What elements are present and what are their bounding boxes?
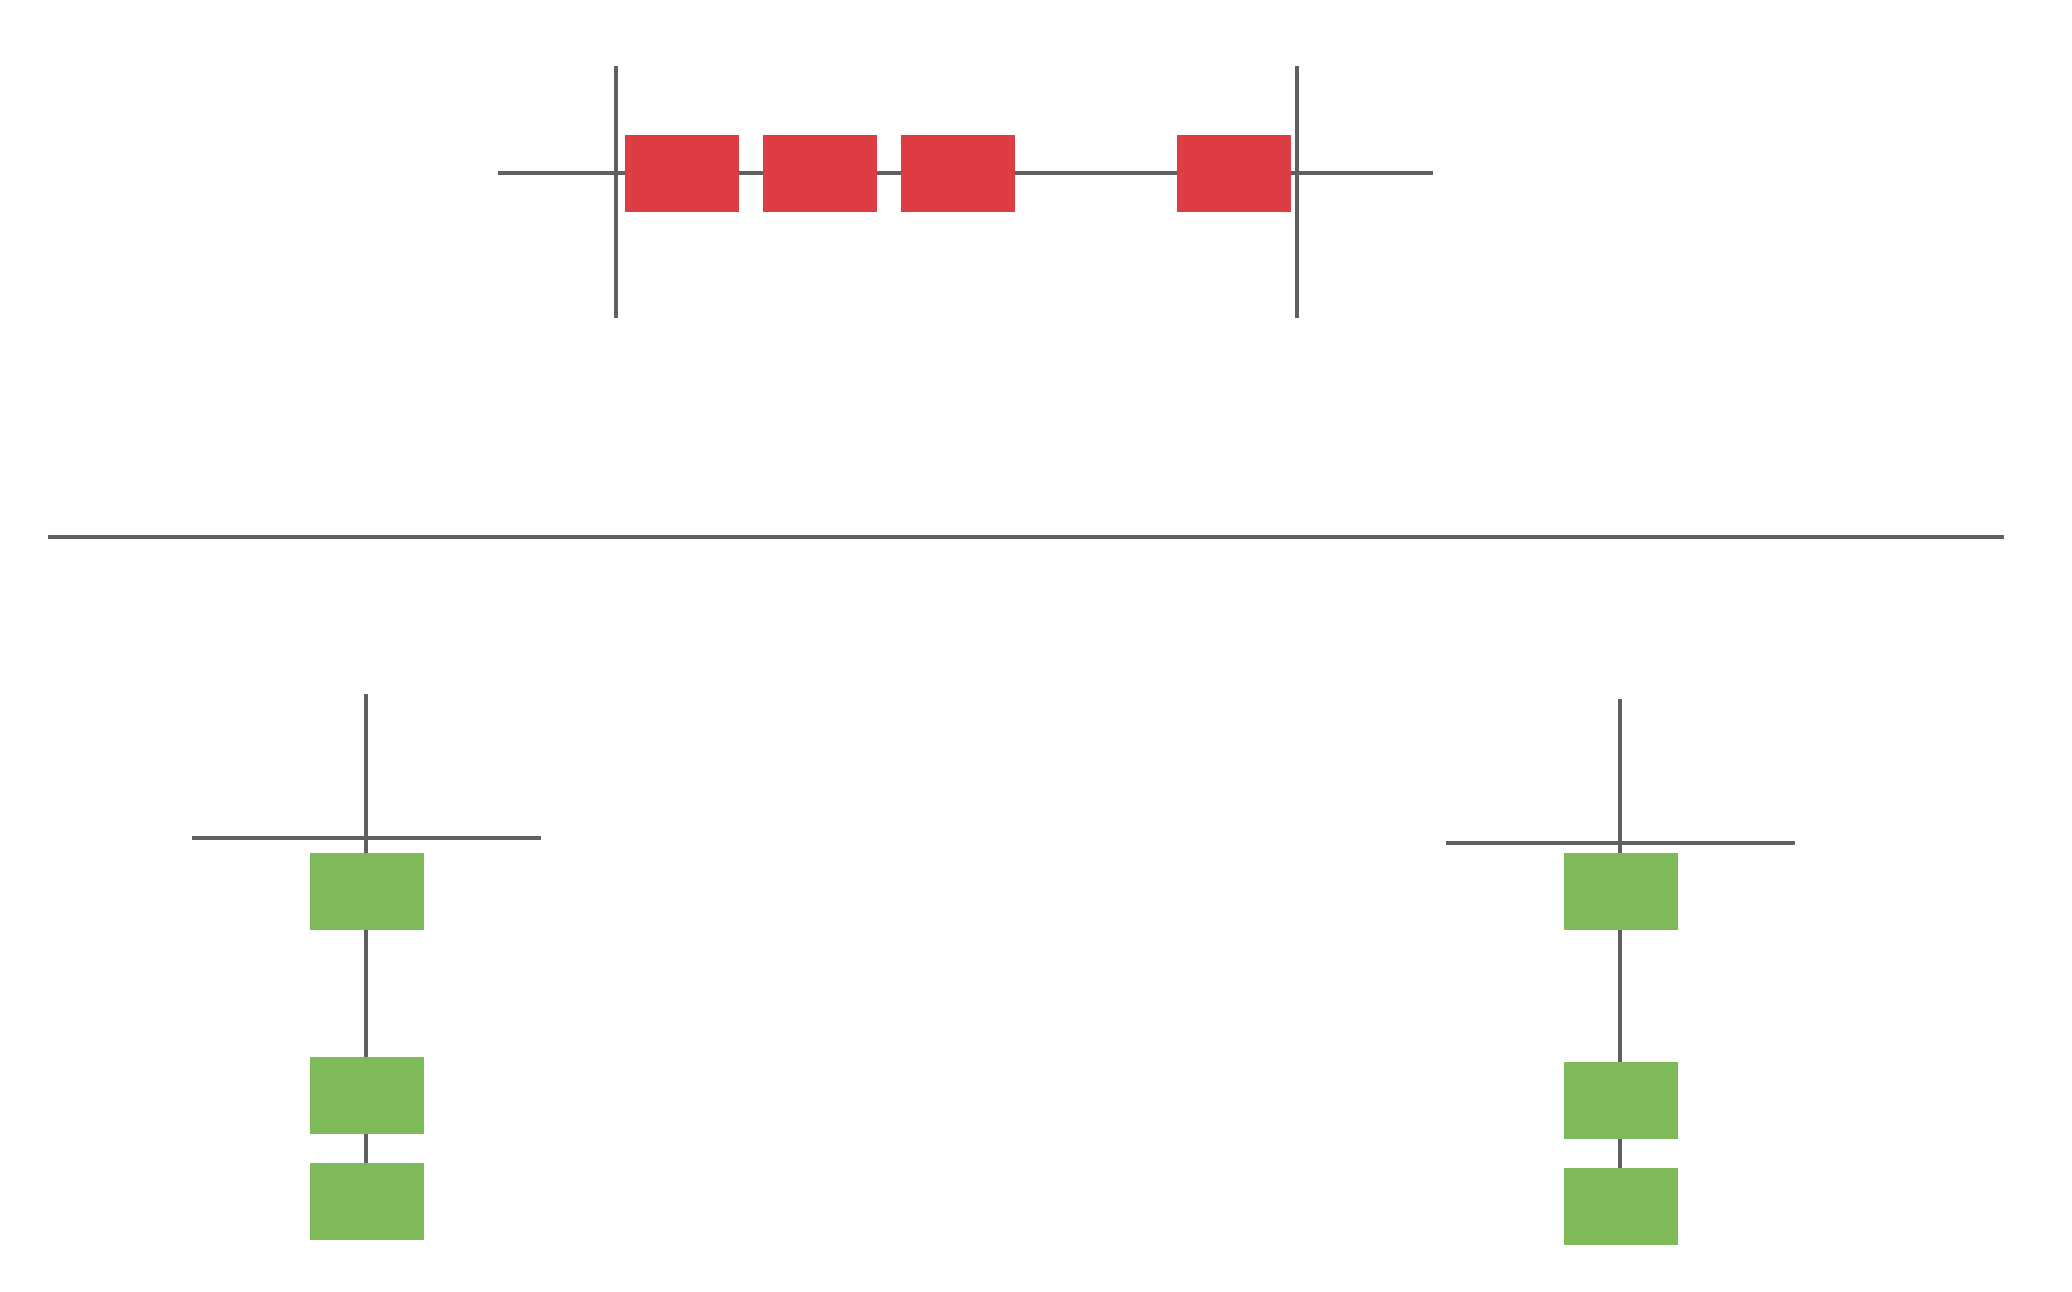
- top-horizontal-group: [498, 66, 1433, 318]
- green-block-right-1: [1564, 853, 1678, 930]
- green-block-left-2: [310, 1057, 424, 1134]
- green-block-left-1: [310, 853, 424, 930]
- green-block-left-3: [310, 1163, 424, 1240]
- green-block-right-3: [1564, 1168, 1678, 1245]
- red-block-3: [901, 135, 1015, 212]
- red-block-4: [1177, 135, 1291, 212]
- red-block-2: [763, 135, 877, 212]
- red-block-1: [625, 135, 739, 212]
- green-block-right-2: [1564, 1062, 1678, 1139]
- bottom-left-vertical-group: [192, 694, 541, 1240]
- bottom-right-vertical-group: [1446, 699, 1795, 1245]
